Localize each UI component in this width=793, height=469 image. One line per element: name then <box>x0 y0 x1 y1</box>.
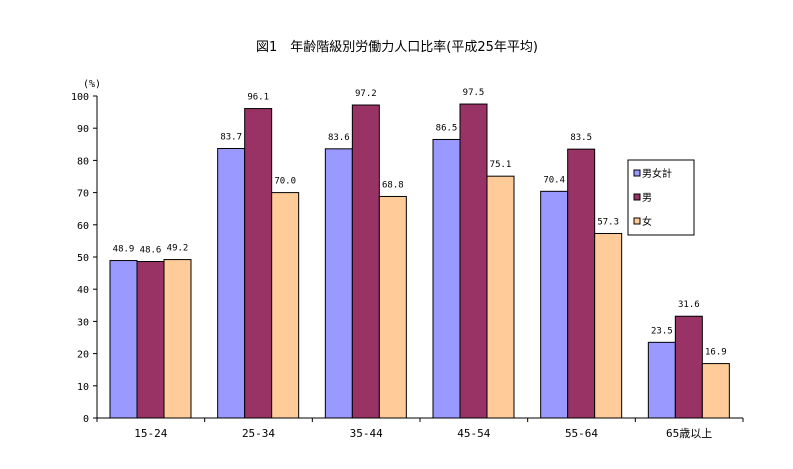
data-label: 70.4 <box>543 175 565 185</box>
bar <box>701 363 730 419</box>
data-label: 16.9 <box>705 348 727 358</box>
y-tick-label: 90 <box>77 124 89 135</box>
y-tick-label: 70 <box>77 189 89 200</box>
data-label: 75.1 <box>490 160 512 170</box>
x-tick-label: 55-64 <box>565 427 598 440</box>
data-label: 83.6 <box>328 133 350 143</box>
x-tick-label: 65歳以上 <box>666 427 712 440</box>
y-tick-label: 10 <box>77 382 89 393</box>
y-tick-label: 80 <box>77 156 89 167</box>
data-label: 83.7 <box>220 132 242 142</box>
bar <box>136 261 165 419</box>
bar <box>540 190 569 419</box>
data-label: 97.5 <box>463 88 485 98</box>
bar <box>594 232 623 419</box>
bar <box>217 147 246 419</box>
data-label: 57.3 <box>597 217 619 227</box>
x-tick-label: 45-54 <box>457 427 490 440</box>
x-tick-label: 15-24 <box>134 427 167 440</box>
y-tick-label: 30 <box>77 317 89 328</box>
x-tick-label: 25-34 <box>242 427 275 440</box>
data-label: 68.8 <box>382 180 404 190</box>
y-tick-label: 20 <box>77 350 89 361</box>
y-tick-label: 50 <box>77 253 89 264</box>
bar <box>163 259 192 419</box>
bar <box>432 138 461 419</box>
data-label: 70.0 <box>274 177 296 187</box>
data-label: 83.5 <box>570 133 592 143</box>
legend-label: 女 <box>642 215 652 228</box>
data-label: 48.6 <box>140 246 162 256</box>
bar <box>647 341 676 419</box>
bar <box>459 103 488 419</box>
bar <box>351 104 380 419</box>
legend-swatch <box>633 193 641 201</box>
data-label: 97.2 <box>355 89 377 99</box>
legend-swatch <box>633 217 641 225</box>
data-label: 23.5 <box>651 326 673 336</box>
data-label: 48.9 <box>113 245 135 255</box>
y-tick-label: 0 <box>83 414 89 425</box>
bar <box>271 192 300 419</box>
bar <box>324 148 353 419</box>
legend-label: 男 <box>642 192 652 204</box>
legend-swatch <box>633 169 641 177</box>
data-label: 96.1 <box>247 93 269 103</box>
bar <box>109 260 138 419</box>
chart-title: 図1 年齢階級別労働力人口比率(平成25年平均) <box>256 39 538 55</box>
y-tick-label: 40 <box>77 285 89 296</box>
data-label: 86.5 <box>436 123 458 133</box>
bar <box>567 148 596 419</box>
data-label: 31.6 <box>678 300 700 310</box>
plot-area: 0 10 20 30 40 50 60 70 80 90 100 15-24 25-34 35-44 45-… <box>71 88 744 440</box>
x-tick-label: 35-44 <box>350 427 383 440</box>
bar <box>674 315 703 419</box>
data-label: 49.2 <box>167 244 189 254</box>
legend-label: 男女計 <box>642 167 672 180</box>
bar <box>486 175 515 419</box>
bar <box>244 108 273 419</box>
bar <box>378 195 407 419</box>
y-tick-label: 100 <box>71 92 89 103</box>
y-axis-unit: (%) <box>83 79 101 90</box>
y-tick-label: 60 <box>77 221 89 232</box>
